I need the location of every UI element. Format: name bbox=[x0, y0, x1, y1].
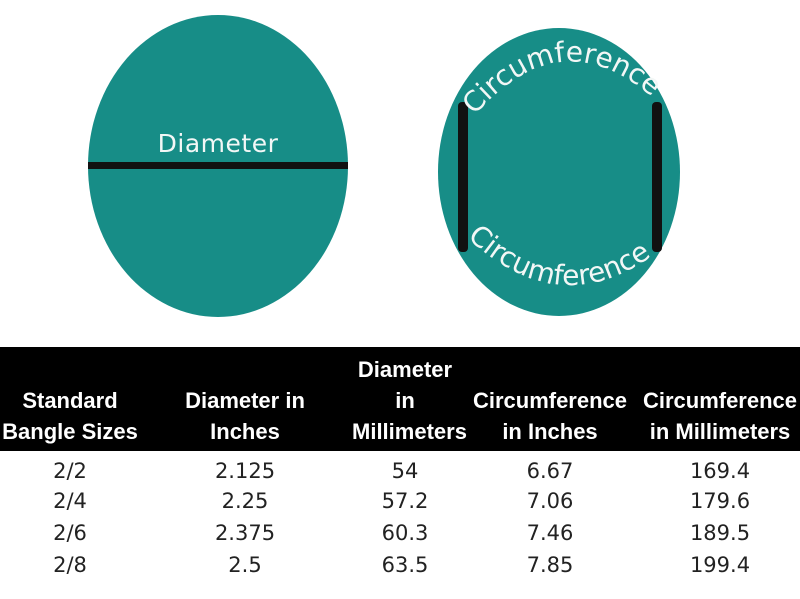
table-row: 2/8 2.5 63.5 7.85 199.4 bbox=[0, 549, 800, 581]
circumference-top-text: Circumference bbox=[456, 35, 669, 120]
circumference-bottom-text: Circumference bbox=[462, 218, 655, 292]
cell-diameter-in: 2.125 bbox=[214, 459, 276, 483]
diameter-circle: Diameter bbox=[88, 15, 348, 317]
cell-diameter-in: 2.375 bbox=[214, 521, 276, 545]
cell-circumference-in: 6.67 bbox=[526, 459, 574, 483]
cell-circumference-mm: 199.4 bbox=[689, 553, 751, 577]
cell-circumference-in: 7.06 bbox=[526, 489, 574, 513]
cell-diameter-mm: 54 bbox=[391, 459, 419, 483]
cell-diameter-in: 2.5 bbox=[228, 553, 262, 577]
cell-size: 2/2 bbox=[53, 459, 87, 483]
header-circumference-millimeters: Circumference in Millimeters bbox=[642, 388, 798, 444]
table-row: 2/2 2.125 54 6.67 169.4 bbox=[0, 451, 800, 485]
table-row: 2/4 2.25 57.2 7.06 179.6 bbox=[0, 485, 800, 517]
cell-size: 2/4 bbox=[53, 489, 87, 513]
header-diameter-inches: Diameter in Inches bbox=[185, 388, 305, 444]
circumference-circle: Circumference Circumference bbox=[438, 28, 680, 316]
cell-circumference-in: 7.85 bbox=[526, 553, 574, 577]
circumference-arc-text: Circumference Circumference bbox=[456, 35, 669, 292]
cell-diameter-mm: 63.5 bbox=[381, 553, 429, 577]
cell-diameter-mm: 60.3 bbox=[381, 521, 429, 545]
cell-diameter-mm: 57.2 bbox=[381, 489, 429, 513]
bangle-measurement-figure: Diameter Circumference Circumference bbox=[88, 15, 680, 317]
bangle-size-table: Standard Bangle Sizes Diameter in Inches D… bbox=[0, 347, 800, 581]
cell-circumference-in: 7.46 bbox=[526, 521, 574, 545]
header-standard-bangle-sizes: Standard Bangle Sizes bbox=[2, 388, 138, 444]
diameter-line bbox=[88, 162, 348, 169]
cell-circumference-mm: 179.6 bbox=[689, 489, 751, 513]
table-row: 2/6 2.375 60.3 7.46 189.5 bbox=[0, 517, 800, 549]
circumference-bracket-right bbox=[652, 102, 662, 252]
cell-diameter-in: 2.25 bbox=[221, 489, 269, 513]
table-header-row: Standard Bangle Sizes Diameter in Inches D… bbox=[0, 347, 800, 451]
header-circumference-inches: Circumference in Inches bbox=[472, 388, 628, 444]
diameter-label: Diameter bbox=[157, 129, 279, 158]
cell-size: 2/8 bbox=[53, 553, 87, 577]
cell-circumference-mm: 189.5 bbox=[689, 521, 751, 545]
header-diameter-millimeters: Diameter in Millimeters bbox=[352, 357, 467, 444]
cell-size: 2/6 bbox=[53, 521, 87, 545]
cell-circumference-mm: 169.4 bbox=[689, 459, 751, 483]
circumference-bracket-left bbox=[458, 102, 468, 252]
